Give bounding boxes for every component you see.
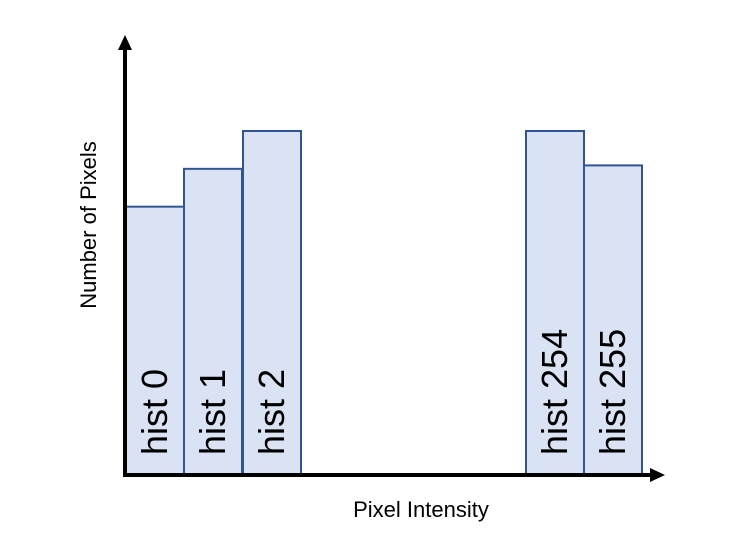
bars-group: hist 0 hist 1 hist 2 hist 254 hist 255	[125, 130, 643, 476]
x-axis-title: Pixel Intensity	[353, 497, 489, 522]
bar-label-0: hist 0	[134, 369, 175, 455]
bar-label-255: hist 255	[592, 329, 633, 455]
y-axis-arrowhead	[118, 35, 132, 50]
histogram-bar-0	[125, 205, 185, 476]
bar-label-254: hist 254	[534, 329, 575, 455]
y-axis-title: Number of Pixels	[76, 141, 101, 309]
x-axis-arrowhead	[650, 468, 665, 482]
bar-label-1: hist 1	[192, 369, 233, 455]
histogram-bar-1	[183, 167, 243, 476]
bar-label-2: hist 2	[251, 369, 292, 455]
histogram-bar-2	[242, 130, 302, 476]
